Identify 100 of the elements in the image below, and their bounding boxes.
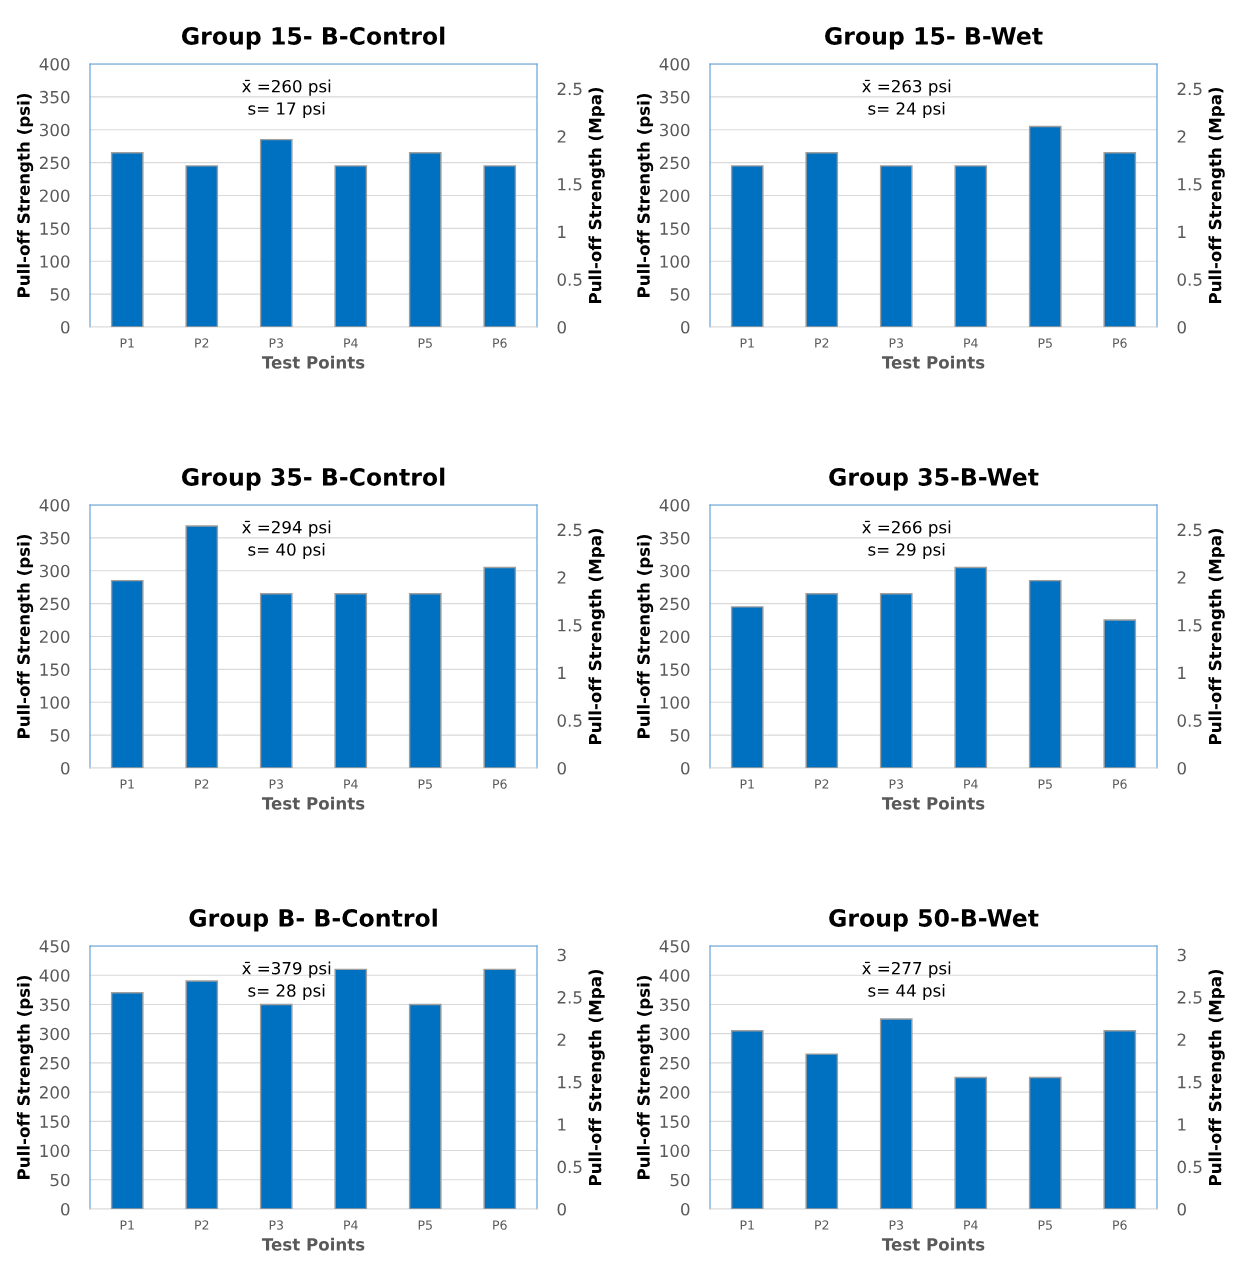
y-tick-label: 300 (40, 564, 70, 578)
y2-tick-label: 2.5 (557, 82, 582, 96)
y-tick-label: 250 (659, 156, 690, 170)
y2-tick-label: 2.5 (1177, 82, 1202, 96)
y2-tick-label: 0.5 (1177, 1160, 1202, 1174)
y2-tick-label: 0.5 (1177, 714, 1202, 727)
y2-tick-label: 1 (558, 1118, 566, 1131)
chart-title: Group 35-B-Wet (829, 468, 1039, 491)
y-tick-label: 250 (39, 156, 70, 170)
bar (954, 165, 988, 327)
y-tick-label: 50 (670, 288, 690, 301)
x-tick-label: P6 (1113, 338, 1127, 348)
y-tick-label: 200 (39, 630, 70, 644)
bar (879, 1018, 913, 1209)
y2-tick-label: 3 (1177, 948, 1186, 962)
y2-axis-title: Pull-off Strength (Mpa) (588, 87, 605, 304)
x-tick-label: P1 (120, 338, 134, 348)
bar (1028, 125, 1062, 327)
bar (805, 1053, 839, 1209)
x-tick-label: P1 (740, 1220, 754, 1230)
y-tick-label: 250 (39, 1056, 70, 1070)
annotation: s= 24 psi (868, 101, 945, 119)
bar (259, 1003, 293, 1209)
y2-axis-title: Pull-off Strength (Mpa) (1208, 528, 1225, 745)
y-tick-label: 400 (659, 498, 690, 512)
x-tick-label: P2 (815, 779, 829, 789)
y2-axis-title: Pull-off Strength (Mpa) (1208, 969, 1225, 1186)
y-tick-label: 350 (40, 531, 70, 545)
y2-tick-label: 2.5 (1177, 991, 1202, 1004)
y-tick-label: 300 (40, 123, 70, 137)
y2-axis-title: Pull-off Strength (Mpa) (588, 528, 605, 745)
y2-tick-label: 3 (557, 948, 566, 962)
x-tick-label: P5 (418, 1220, 432, 1230)
y-tick-label: 400 (39, 969, 70, 982)
x-tick-label: P3 (889, 338, 903, 348)
x-tick-label: P5 (1038, 338, 1052, 348)
y2-tick-label: 2.5 (557, 523, 582, 537)
y2-axis-title: Pull-off Strength (Mpa) (1208, 87, 1225, 304)
x-tick-label: P3 (269, 1220, 283, 1230)
bar (408, 1003, 442, 1209)
y-tick-label: 150 (660, 222, 690, 235)
y-tick-label: 200 (39, 189, 70, 203)
bar (1028, 1076, 1062, 1209)
chart-title: Group 15- B-Wet (825, 27, 1043, 50)
x-tick-label: P4 (344, 338, 358, 348)
y-axis-title: Pull-off Strength (psi) (636, 534, 654, 738)
bar (110, 992, 144, 1209)
y-tick-label: 350 (660, 531, 690, 545)
y-tick-label: 100 (40, 1144, 70, 1158)
bar (1103, 152, 1137, 327)
x-tick-label: P1 (740, 779, 754, 789)
y2-tick-label: 0.5 (1177, 273, 1202, 286)
bar (408, 593, 442, 768)
bar (730, 165, 764, 327)
y2-tick-label: 0 (1177, 1202, 1186, 1216)
y2-tick-label: 2.5 (557, 991, 582, 1004)
y2-tick-label: 0 (1177, 761, 1186, 775)
y2-tick-label: 1 (558, 666, 566, 679)
y-tick-label: 0 (681, 1202, 690, 1216)
bar (730, 1030, 764, 1209)
y-tick-label: 250 (659, 597, 690, 611)
bar (805, 593, 839, 768)
y2-tick-label: 1 (1178, 225, 1186, 238)
y-tick-label: 250 (659, 1056, 690, 1070)
x-tick-label: P3 (889, 779, 903, 789)
x-tick-label: P4 (344, 1220, 358, 1230)
y-tick-label: 200 (659, 189, 690, 203)
y2-tick-label: 1.5 (1178, 178, 1202, 191)
chart-title: Group B- B-Control (189, 908, 437, 932)
y-tick-label: 50 (670, 729, 690, 742)
y-tick-label: 50 (50, 729, 70, 742)
y-tick-label: 200 (659, 1086, 690, 1099)
y-tick-label: 0 (61, 761, 70, 775)
y-tick-label: 400 (39, 57, 70, 71)
bar (879, 165, 913, 327)
x-tick-label: P6 (493, 779, 507, 789)
annotation: s= 17 psi (248, 101, 325, 119)
y2-tick-label: 2 (557, 1033, 566, 1046)
y-tick-label: 150 (660, 663, 690, 676)
y2-tick-label: 2 (557, 571, 566, 584)
bar (1103, 619, 1137, 768)
y-tick-label: 100 (40, 255, 70, 268)
bar (110, 579, 144, 768)
annotation: x̄ =263 psi (862, 79, 951, 96)
y-tick-label: 350 (660, 998, 690, 1012)
bar (185, 525, 219, 768)
bar (185, 980, 219, 1209)
x-tick-label: P3 (269, 779, 283, 789)
y-tick-label: 300 (40, 1027, 70, 1041)
x-axis-title: Test Points (881, 796, 985, 810)
x-tick-label: P2 (815, 1220, 829, 1230)
y2-tick-label: 0 (557, 320, 566, 334)
x-tick-label: P5 (1038, 1220, 1052, 1230)
y-tick-label: 100 (660, 1144, 690, 1158)
x-tick-label: P2 (195, 779, 209, 789)
y2-tick-label: 1.5 (558, 619, 582, 632)
bar (1028, 579, 1062, 768)
y2-tick-label: 1.5 (558, 1076, 582, 1089)
y-tick-label: 0 (681, 761, 690, 775)
y-tick-label: 150 (40, 663, 70, 676)
